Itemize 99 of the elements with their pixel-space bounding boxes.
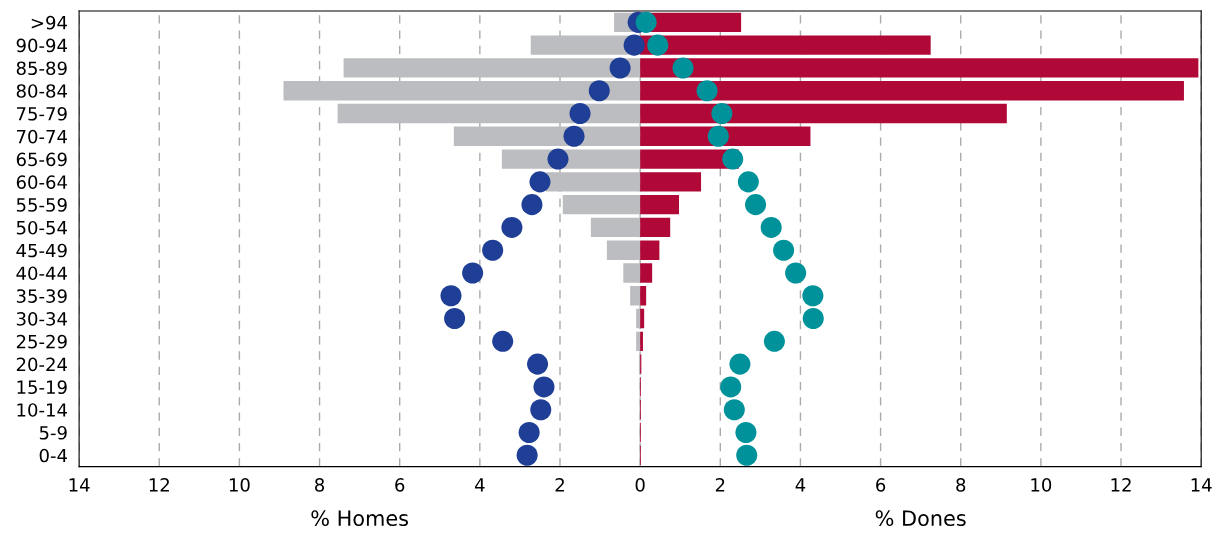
point xyxy=(802,285,824,307)
y-tick-label: 25-29 xyxy=(16,334,67,349)
point xyxy=(492,330,514,352)
bar xyxy=(640,240,660,260)
point xyxy=(547,148,569,170)
point xyxy=(444,308,466,330)
x-tick-label: 2 xyxy=(555,478,564,492)
bar xyxy=(562,194,641,215)
point xyxy=(521,194,543,216)
x-tick-label: 10 xyxy=(1031,478,1052,492)
bar xyxy=(640,217,671,238)
point xyxy=(760,216,782,238)
point xyxy=(533,376,555,398)
point xyxy=(527,353,549,375)
y-tick-label: 20-24 xyxy=(16,357,67,372)
point xyxy=(529,171,551,193)
point xyxy=(707,125,729,147)
x-tick-label: 14 xyxy=(1191,478,1212,492)
point xyxy=(735,421,757,444)
y-tick-label: 55-59 xyxy=(16,198,67,212)
point xyxy=(518,421,540,444)
y-tick-label: >94 xyxy=(31,15,67,30)
point xyxy=(711,102,733,125)
y-tick-label: 5-9 xyxy=(39,425,67,440)
bar xyxy=(623,263,641,283)
bar xyxy=(630,286,641,306)
bar xyxy=(590,217,641,238)
bar xyxy=(545,172,641,192)
point xyxy=(647,34,669,56)
point xyxy=(462,262,484,284)
point xyxy=(516,444,538,466)
y-tick-label: 90-94 xyxy=(16,38,67,53)
y-tick-label: 85-89 xyxy=(16,61,67,76)
bar xyxy=(640,194,680,215)
bar xyxy=(606,240,641,260)
y-tick-label: 70-74 xyxy=(17,129,67,144)
x-tick-label: 6 xyxy=(876,478,886,492)
y-tick-label: 80-84 xyxy=(16,84,67,98)
bar xyxy=(640,103,1007,124)
point xyxy=(763,330,785,352)
point xyxy=(623,34,645,56)
y-tick-label: 30-34 xyxy=(16,312,67,326)
bar xyxy=(636,331,641,352)
point xyxy=(737,171,759,193)
x-tick-label: 10 xyxy=(229,478,250,492)
y-tick-label: 10-14 xyxy=(17,403,67,417)
point xyxy=(736,444,758,466)
y-tick-label: 15-19 xyxy=(17,380,67,395)
bar xyxy=(640,308,645,329)
bar xyxy=(640,58,1199,78)
point xyxy=(802,308,824,330)
point xyxy=(563,125,585,147)
point xyxy=(672,57,694,79)
y-tick-label: 60-64 xyxy=(16,175,67,189)
point xyxy=(745,194,767,216)
bar xyxy=(640,35,931,55)
x-tick-label: 6 xyxy=(395,478,405,492)
x-tick-label: 2 xyxy=(715,478,725,492)
text: % Dones xyxy=(875,510,966,527)
point xyxy=(696,80,718,102)
point xyxy=(773,239,795,261)
bar xyxy=(640,263,653,283)
x-tick-label: 12 xyxy=(1111,478,1131,492)
y-tick-label: 65-69 xyxy=(16,152,67,167)
bar xyxy=(636,308,641,329)
point xyxy=(530,399,552,421)
y-tick-label: 40-44 xyxy=(16,266,67,281)
x-tick-label: 4 xyxy=(474,478,485,492)
y-tick-label: 45-49 xyxy=(16,243,67,258)
point xyxy=(569,102,591,125)
point xyxy=(482,239,504,261)
text: % Homes xyxy=(311,510,408,527)
x-tick-label: 14 xyxy=(69,478,90,492)
x-tick-label: 4 xyxy=(795,478,806,492)
point xyxy=(609,57,631,79)
bar xyxy=(337,103,641,124)
y-tick-label: 50-54 xyxy=(16,220,67,235)
point xyxy=(722,148,744,170)
bar xyxy=(640,331,643,352)
y-tick-label: 75-79 xyxy=(17,106,67,121)
bar xyxy=(283,81,641,101)
x-tick-label: 8 xyxy=(956,478,966,492)
point xyxy=(635,11,657,33)
y-tick-label: 0-4 xyxy=(39,448,67,463)
point xyxy=(440,285,462,307)
point xyxy=(588,80,610,102)
bar xyxy=(640,172,702,192)
point xyxy=(720,376,742,398)
x-tick-label: 12 xyxy=(149,478,169,492)
x-tick-label: 0 xyxy=(635,478,645,492)
point xyxy=(785,262,807,284)
point xyxy=(723,399,745,421)
bar xyxy=(640,286,647,306)
bar xyxy=(343,58,641,78)
y-tick-label: 35-39 xyxy=(16,289,67,303)
point xyxy=(501,216,523,238)
x-tick-label: 8 xyxy=(315,478,325,492)
point xyxy=(729,353,751,375)
bar xyxy=(640,81,1184,101)
